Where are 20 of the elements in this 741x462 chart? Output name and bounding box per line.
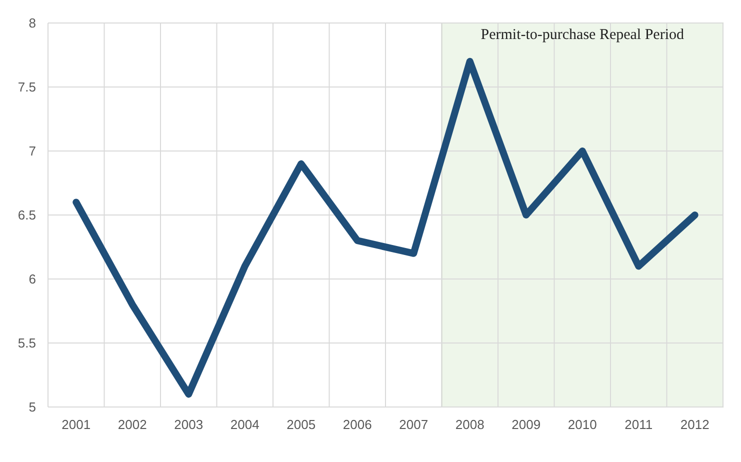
x-tick-label: 2009 (512, 417, 541, 432)
y-tick-label: 6 (28, 272, 36, 287)
x-tick-label: 2008 (455, 417, 484, 432)
x-tick-label: 2006 (342, 417, 372, 432)
x-tick-label: 2003 (174, 417, 204, 432)
band-label: Permit-to-purchase Repeal Period (480, 27, 685, 43)
x-tick-label: 2010 (568, 417, 597, 432)
x-tick-label: 2007 (399, 417, 428, 432)
y-tick-label: 7 (28, 144, 36, 159)
y-tick-label: 5.5 (18, 336, 36, 351)
x-tick-label: 2004 (230, 417, 260, 432)
x-tick-label: 2002 (118, 417, 147, 432)
x-tick-label: 2011 (624, 417, 653, 432)
x-tick-label: 2005 (286, 417, 316, 432)
x-tick-label: 2001 (62, 417, 91, 432)
x-tick-label: 2012 (680, 417, 710, 432)
y-tick-label: 7.5 (18, 80, 36, 95)
y-tick-label: 6.5 (18, 208, 36, 223)
y-tick-label: 5 (28, 400, 36, 415)
y-tick-label: 8 (28, 16, 36, 31)
